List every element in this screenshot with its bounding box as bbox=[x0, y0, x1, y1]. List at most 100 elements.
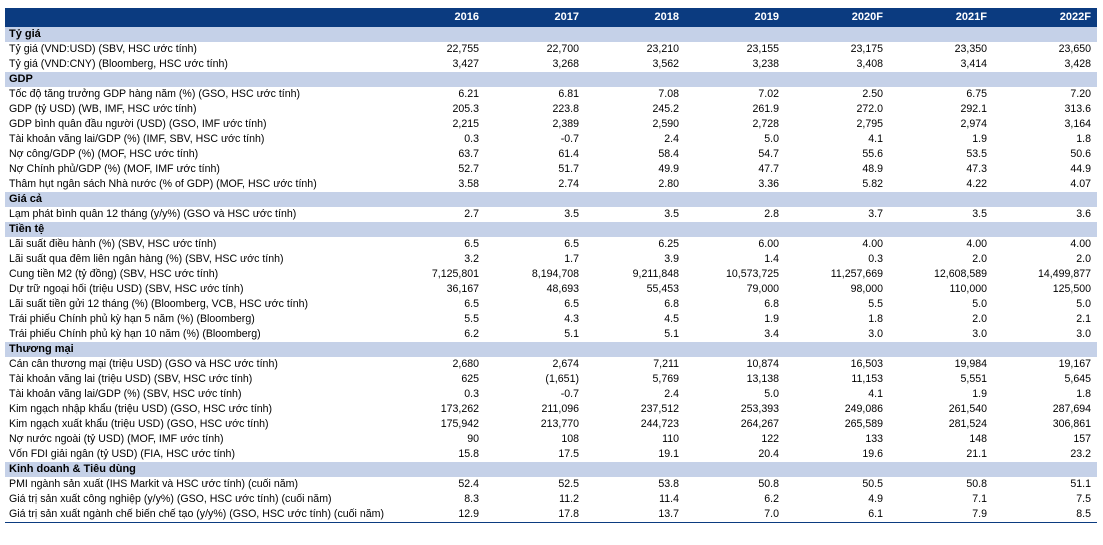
row-value: 1.9 bbox=[685, 312, 785, 327]
row-value: 52.4 bbox=[385, 477, 485, 492]
row-label: Giá trị sản xuất ngành chế biến chế tạo … bbox=[5, 507, 385, 523]
row-value: 3,562 bbox=[585, 57, 685, 72]
row-label: Nợ công/GDP (%) (MOF, HSC ước tính) bbox=[5, 147, 385, 162]
row-label: Dự trữ ngoại hối (triệu USD) (SBV, HSC ư… bbox=[5, 282, 385, 297]
row-value: 17.5 bbox=[485, 447, 585, 462]
row-value: 213,770 bbox=[485, 417, 585, 432]
row-value: 50.8 bbox=[685, 477, 785, 492]
row-value: 6.25 bbox=[585, 237, 685, 252]
row-value: 49.9 bbox=[585, 162, 685, 177]
row-label: Lạm phát bình quân 12 tháng (y/y%) (GSO … bbox=[5, 207, 385, 222]
row-label: Lãi suất tiền gửi 12 tháng (%) (Bloomber… bbox=[5, 297, 385, 312]
table-row: Giá trị sản xuất ngành chế biến chế tạo … bbox=[5, 507, 1097, 523]
row-value: 148 bbox=[889, 432, 993, 447]
row-value: 8.3 bbox=[385, 492, 485, 507]
row-value: 14,499,877 bbox=[993, 267, 1097, 282]
row-value: 8.5 bbox=[993, 507, 1097, 523]
row-value: 3,427 bbox=[385, 57, 485, 72]
row-value: 2.80 bbox=[585, 177, 685, 192]
row-label: Giá trị sản xuất công nghiệp (y/y%) (GSO… bbox=[5, 492, 385, 507]
row-value: 3.5 bbox=[889, 207, 993, 222]
row-label: Cung tiền M2 (tỷ đồng) (SBV, HSC ước tín… bbox=[5, 267, 385, 282]
table-row: GDP bình quân đầu người (USD) (GSO, IMF … bbox=[5, 117, 1097, 132]
row-value: 2.0 bbox=[993, 252, 1097, 267]
row-value: 52.7 bbox=[385, 162, 485, 177]
row-value: 2.1 bbox=[993, 312, 1097, 327]
row-value: 261.9 bbox=[685, 102, 785, 117]
row-value: 9,211,848 bbox=[585, 267, 685, 282]
row-value: 20.4 bbox=[685, 447, 785, 462]
row-value: 4.22 bbox=[889, 177, 993, 192]
header-year-cell: 2018 bbox=[585, 8, 685, 27]
row-value: 211,096 bbox=[485, 402, 585, 417]
row-value: 2,728 bbox=[685, 117, 785, 132]
row-value: 2.4 bbox=[585, 387, 685, 402]
row-value: 55.6 bbox=[785, 147, 889, 162]
row-value: 8,194,708 bbox=[485, 267, 585, 282]
row-label: Tài khoản vãng lai/GDP (%) (SBV, HSC ước… bbox=[5, 387, 385, 402]
section-header-row: Kinh doanh & Tiêu dùng bbox=[5, 462, 1097, 477]
row-value: 6.2 bbox=[685, 492, 785, 507]
row-value: 54.7 bbox=[685, 147, 785, 162]
row-value: 4.1 bbox=[785, 387, 889, 402]
row-value: 11.2 bbox=[485, 492, 585, 507]
row-value: 6.00 bbox=[685, 237, 785, 252]
row-value: 2,590 bbox=[585, 117, 685, 132]
table-row: Giá trị sản xuất công nghiệp (y/y%) (GSO… bbox=[5, 492, 1097, 507]
header-year-cell: 2016 bbox=[385, 8, 485, 27]
row-value: 79,000 bbox=[685, 282, 785, 297]
row-value: 7.20 bbox=[993, 87, 1097, 102]
row-value: 3.5 bbox=[585, 207, 685, 222]
row-value: 5.1 bbox=[585, 327, 685, 342]
row-value: 4.00 bbox=[993, 237, 1097, 252]
row-value: 3.58 bbox=[385, 177, 485, 192]
row-label: Tài khoản vãng lai/GDP (%) (IMF, SBV, HS… bbox=[5, 132, 385, 147]
row-value: 7.5 bbox=[993, 492, 1097, 507]
row-value: 51.7 bbox=[485, 162, 585, 177]
row-value: 19.1 bbox=[585, 447, 685, 462]
row-value: 6.1 bbox=[785, 507, 889, 523]
row-value: 11,257,669 bbox=[785, 267, 889, 282]
row-value: 7,125,801 bbox=[385, 267, 485, 282]
row-value: 281,524 bbox=[889, 417, 993, 432]
row-value: 50.8 bbox=[889, 477, 993, 492]
row-value: 23,350 bbox=[889, 42, 993, 57]
row-value: 110 bbox=[585, 432, 685, 447]
row-value: 5.1 bbox=[485, 327, 585, 342]
row-value: 2,795 bbox=[785, 117, 889, 132]
row-value: 3.36 bbox=[685, 177, 785, 192]
row-label: Nợ Chính phủ/GDP (%) (MOF, IMF ước tính) bbox=[5, 162, 385, 177]
row-value: 244,723 bbox=[585, 417, 685, 432]
section-header-row: Tỷ giá bbox=[5, 27, 1097, 42]
row-label: Tài khoản vãng lai (triệu USD) (SBV, HSC… bbox=[5, 372, 385, 387]
row-value: 3,414 bbox=[889, 57, 993, 72]
row-label: Tỷ giá (VND:USD) (SBV, HSC ước tính) bbox=[5, 42, 385, 57]
section-title: Kinh doanh & Tiêu dùng bbox=[5, 462, 1097, 477]
row-value: 22,700 bbox=[485, 42, 585, 57]
header-year-cell: 2022F bbox=[993, 8, 1097, 27]
row-value: -0.7 bbox=[485, 387, 585, 402]
row-value: 0.3 bbox=[385, 132, 485, 147]
row-value: -0.7 bbox=[485, 132, 585, 147]
row-value: 287,694 bbox=[993, 402, 1097, 417]
row-value: 122 bbox=[685, 432, 785, 447]
row-value: 98,000 bbox=[785, 282, 889, 297]
row-value: 6.5 bbox=[485, 237, 585, 252]
row-value: 47.7 bbox=[685, 162, 785, 177]
row-value: 90 bbox=[385, 432, 485, 447]
table-row: Trái phiếu Chính phủ kỳ hạn 5 năm (%) (B… bbox=[5, 312, 1097, 327]
table-row: Lãi suất tiền gửi 12 tháng (%) (Bloomber… bbox=[5, 297, 1097, 312]
row-label: Trái phiếu Chính phủ kỳ hạn 10 năm (%) (… bbox=[5, 327, 385, 342]
table-row: Nợ công/GDP (%) (MOF, HSC ước tính) 63.7 6… bbox=[5, 147, 1097, 162]
header-year-cell: 2021F bbox=[889, 8, 993, 27]
macro-data-table: 2016 2017 2018 2019 2020F 2021F 2022F Tỷ giá Tỷ… bbox=[5, 8, 1097, 523]
table-row: Nợ nước ngoài (tỷ USD) (MOF, IMF ước tín… bbox=[5, 432, 1097, 447]
row-value: 2,674 bbox=[485, 357, 585, 372]
row-value: 23,210 bbox=[585, 42, 685, 57]
row-value: 3.0 bbox=[785, 327, 889, 342]
table-row: Nợ Chính phủ/GDP (%) (MOF, IMF ước tính)… bbox=[5, 162, 1097, 177]
row-value: 5,769 bbox=[585, 372, 685, 387]
table-row: Cung tiền M2 (tỷ đồng) (SBV, HSC ước tín… bbox=[5, 267, 1097, 282]
row-value: 3,238 bbox=[685, 57, 785, 72]
row-value: 7.0 bbox=[685, 507, 785, 523]
